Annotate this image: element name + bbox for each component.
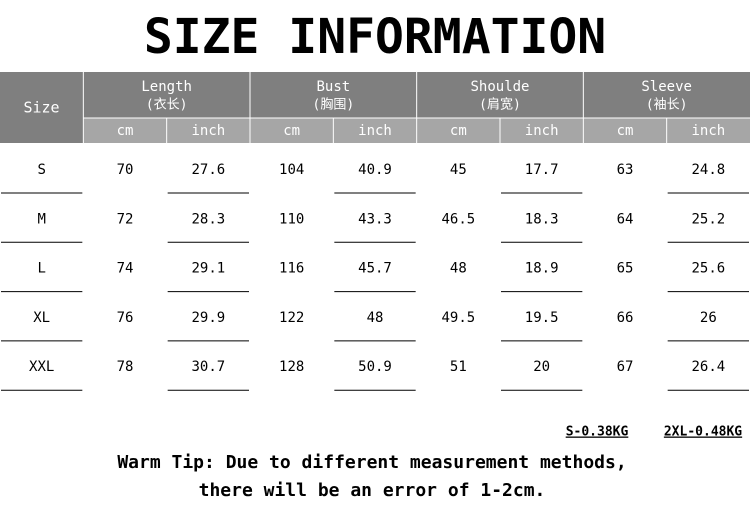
value-cell: 28.3	[191, 211, 225, 227]
value-cell: 122	[279, 310, 304, 326]
size-header: Size	[23, 99, 59, 117]
weight-note: 2XL-0.48KG	[664, 425, 742, 440]
value-cell: 25.6	[691, 261, 725, 277]
value-cell: 48	[367, 310, 384, 326]
value-cell: 43.3	[358, 211, 392, 227]
title: SIZE INFORMATION	[144, 9, 606, 65]
unit-label: inch	[525, 123, 559, 139]
value-cell: 74	[117, 261, 134, 277]
value-cell: 46.5	[441, 211, 475, 227]
value-cell: 128	[279, 359, 304, 375]
value-cell: 26	[700, 310, 717, 326]
weight-note: S-0.38KG	[566, 425, 629, 440]
value-cell: 72	[117, 211, 134, 227]
value-cell: 17.7	[525, 162, 559, 178]
value-cell: 66	[617, 310, 634, 326]
value-cell: 29.1	[191, 261, 225, 277]
group-sub: (衣长)	[146, 97, 188, 113]
value-cell: 40.9	[358, 162, 392, 178]
value-cell: 30.7	[191, 359, 225, 375]
size-cell-band	[0, 118, 83, 143]
size-cell: XXL	[29, 359, 54, 375]
value-cell: 116	[279, 261, 304, 277]
value-cell: 49.5	[441, 310, 475, 326]
value-cell: 76	[117, 310, 134, 326]
value-cell: 29.9	[191, 310, 225, 326]
unit-label: inch	[191, 123, 225, 139]
group-sub: (肩宽)	[479, 97, 521, 113]
value-cell: 64	[617, 211, 634, 227]
value-cell: 65	[617, 261, 634, 277]
value-cell: 18.3	[525, 211, 559, 227]
value-cell: 50.9	[358, 359, 392, 375]
group-name: Sleeve	[641, 79, 692, 95]
tip-line: Warm Tip: Due to different measurement m…	[117, 452, 626, 473]
header-band	[0, 72, 750, 118]
size-cell: L	[37, 261, 45, 277]
value-cell: 25.2	[691, 211, 725, 227]
value-cell: 63	[617, 162, 634, 178]
value-cell: 48	[450, 261, 467, 277]
size-cell: S	[37, 162, 45, 178]
tip-line: there will be an error of 1-2cm.	[199, 480, 546, 501]
unit-label: cm	[117, 123, 134, 139]
value-cell: 78	[117, 359, 134, 375]
unit-label: cm	[617, 123, 634, 139]
unit-label: cm	[283, 123, 300, 139]
value-cell: 67	[617, 359, 634, 375]
value-cell: 24.8	[691, 162, 725, 178]
value-cell: 45	[450, 162, 467, 178]
group-name: Length	[141, 79, 192, 95]
unit-label: inch	[691, 123, 725, 139]
value-cell: 19.5	[525, 310, 559, 326]
size-cell: XL	[33, 310, 50, 326]
value-cell: 104	[279, 162, 304, 178]
value-cell: 70	[117, 162, 134, 178]
value-cell: 45.7	[358, 261, 392, 277]
group-sub: (袖长)	[646, 98, 688, 113]
value-cell: 26.4	[691, 359, 725, 375]
value-cell: 27.6	[191, 162, 225, 178]
group-name: Bust	[316, 79, 350, 95]
group-name: Shoulde	[470, 79, 529, 95]
group-sub: (胸围)	[313, 98, 355, 113]
value-cell: 51	[450, 359, 467, 375]
unit-label: inch	[358, 123, 392, 139]
value-cell: 110	[279, 211, 304, 227]
unit-label: cm	[450, 123, 467, 139]
value-cell: 20	[533, 359, 550, 375]
value-cell: 18.9	[525, 261, 559, 277]
size-cell: M	[37, 211, 45, 227]
